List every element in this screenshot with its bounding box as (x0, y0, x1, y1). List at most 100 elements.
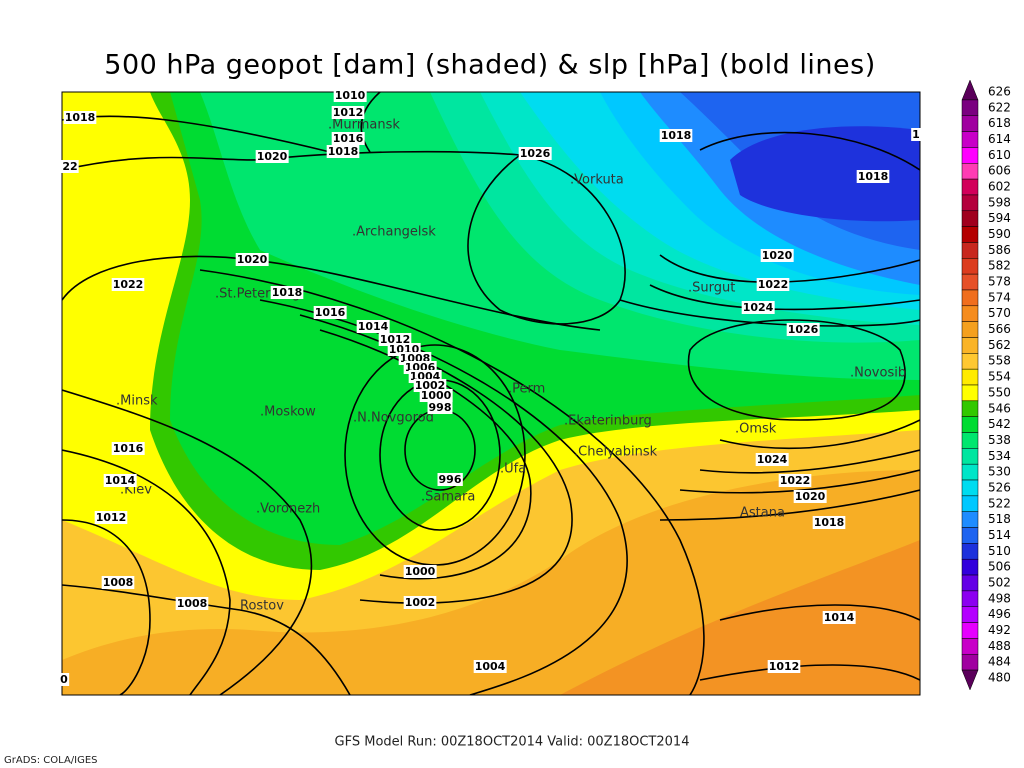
contour-label: 1018 (270, 286, 304, 299)
contour-value: 0 (60, 673, 68, 686)
colorbar-label: 614 (988, 132, 1011, 146)
contour-label: 1014 (356, 320, 390, 333)
contour-label: 1000 (403, 565, 437, 578)
contour-value: 1018 (65, 111, 96, 124)
colorbar-label: 570 (988, 306, 1011, 320)
colorbar-swatch (961, 131, 979, 148)
colorbar-swatch (961, 321, 979, 338)
contour-value: 1020 (795, 490, 826, 503)
colorbar-label: 558 (988, 354, 1011, 368)
colorbar-swatch (961, 368, 979, 386)
colorbar-label: 554 (988, 370, 1011, 384)
colorbar: 6266226186146106066025985945905865825785… (961, 79, 1011, 691)
contour-value: 1008 (103, 576, 134, 589)
colorbar-swatch (961, 558, 979, 576)
colorbar-label: 622 (988, 100, 1011, 114)
contour-label-bg (331, 132, 365, 145)
colorbar-swatch (961, 479, 979, 497)
contour-label-bg (378, 333, 412, 346)
contour-label-bg (822, 611, 856, 624)
colorbar-label: 590 (988, 227, 1011, 241)
colorbar-swatch (961, 574, 979, 592)
contour-value: 1022 (780, 474, 811, 487)
contour-label-bg (101, 576, 135, 589)
contour-label: 1000 (419, 389, 453, 402)
shaded-field (62, 92, 920, 695)
colorbar-label: 492 (988, 623, 1011, 637)
colorbar-swatch (961, 337, 979, 354)
contour-label: 1010 (333, 89, 367, 102)
contour-label: 1026 (786, 323, 820, 336)
colorbar-swatch (961, 384, 979, 402)
colorbar-label: 566 (988, 322, 1011, 336)
colorbar-swatch (961, 147, 979, 164)
colorbar-label: 534 (988, 449, 1011, 463)
contour-label: 1012 (767, 660, 801, 673)
contour-label-bg (403, 596, 437, 609)
colorbar-swatch (961, 305, 979, 322)
contour-label-bg (741, 301, 775, 314)
contour-value: 1014 (105, 474, 136, 487)
colorbar-swatch (961, 400, 979, 417)
map-labels: .Murmansk.Archangelsk.Vorkuta.St.Peterbu… (59, 89, 921, 686)
colorbar-swatch (961, 543, 979, 560)
contour-value: 1002 (415, 379, 446, 392)
colorbar-label: 522 (988, 496, 1011, 510)
city-label: .Perm (508, 382, 545, 397)
contour-value: 1 (912, 128, 920, 141)
contour-label-bg (59, 673, 70, 686)
contour-label-bg (94, 511, 128, 524)
colorbar-label: 578 (988, 275, 1011, 289)
contour-label-bg (437, 473, 463, 486)
contour-value: 1010 (335, 89, 366, 102)
contour-value: 1020 (257, 150, 288, 163)
city-label: .Ufa (500, 462, 526, 477)
contour-value: 1016 (113, 442, 144, 455)
contour-value: 1012 (333, 106, 364, 119)
contour-label: 1016 (331, 132, 365, 145)
colorbar-swatch (961, 210, 979, 227)
contour-label-bg (413, 379, 447, 392)
contour-value: 1012 (769, 660, 800, 673)
colorbar-swatch (961, 115, 979, 132)
colorbar-swatch (961, 226, 979, 243)
contour-value: 1018 (814, 516, 845, 529)
contour-value: 1016 (315, 306, 346, 319)
city-label: .Chelyabinsk (574, 445, 658, 460)
colorbar-label: 582 (988, 259, 1011, 273)
contour-value: 1018 (661, 129, 692, 142)
contour-value: 1022 (758, 278, 789, 291)
contour-label-bg (326, 145, 360, 158)
contour-label: 1004 (473, 660, 507, 673)
colorbar-swatch (961, 258, 979, 275)
colorbar-swatch (961, 622, 979, 639)
contour-label: 1024 (755, 453, 789, 466)
colorbar-label: 550 (988, 385, 1011, 399)
contour-label-bg (63, 111, 97, 124)
colorbar-label: 562 (988, 338, 1011, 352)
contour-label-bg (856, 170, 890, 183)
contour-label-bg (255, 150, 289, 163)
colorbar-swatch (961, 289, 979, 307)
colorbar-swatch (961, 590, 979, 607)
colorbar-swatch (961, 448, 979, 465)
contour-value: 1000 (405, 565, 436, 578)
colorbar-label: 530 (988, 465, 1011, 479)
colorbar-label: 502 (988, 575, 1011, 589)
colorbar-swatch (961, 273, 979, 291)
city-label: .Archangelsk (352, 225, 436, 240)
contour-label-bg (103, 474, 137, 487)
contour-label-bg (111, 278, 145, 291)
colorbar-label: 618 (988, 116, 1011, 130)
contour-label: 1 (911, 128, 921, 141)
colorbar-label: 546 (988, 401, 1011, 415)
contour-value: 996 (439, 473, 462, 486)
contour-value: 1012 (96, 511, 127, 524)
colorbar-swatch (961, 638, 979, 655)
map-frame (61, 91, 921, 696)
colorbar-swatch (961, 79, 979, 101)
contour-label-bg (61, 160, 79, 173)
contour-label: 1018 (659, 129, 693, 142)
colorbar-swatch (961, 527, 979, 544)
contour-value: 1000 (421, 389, 452, 402)
